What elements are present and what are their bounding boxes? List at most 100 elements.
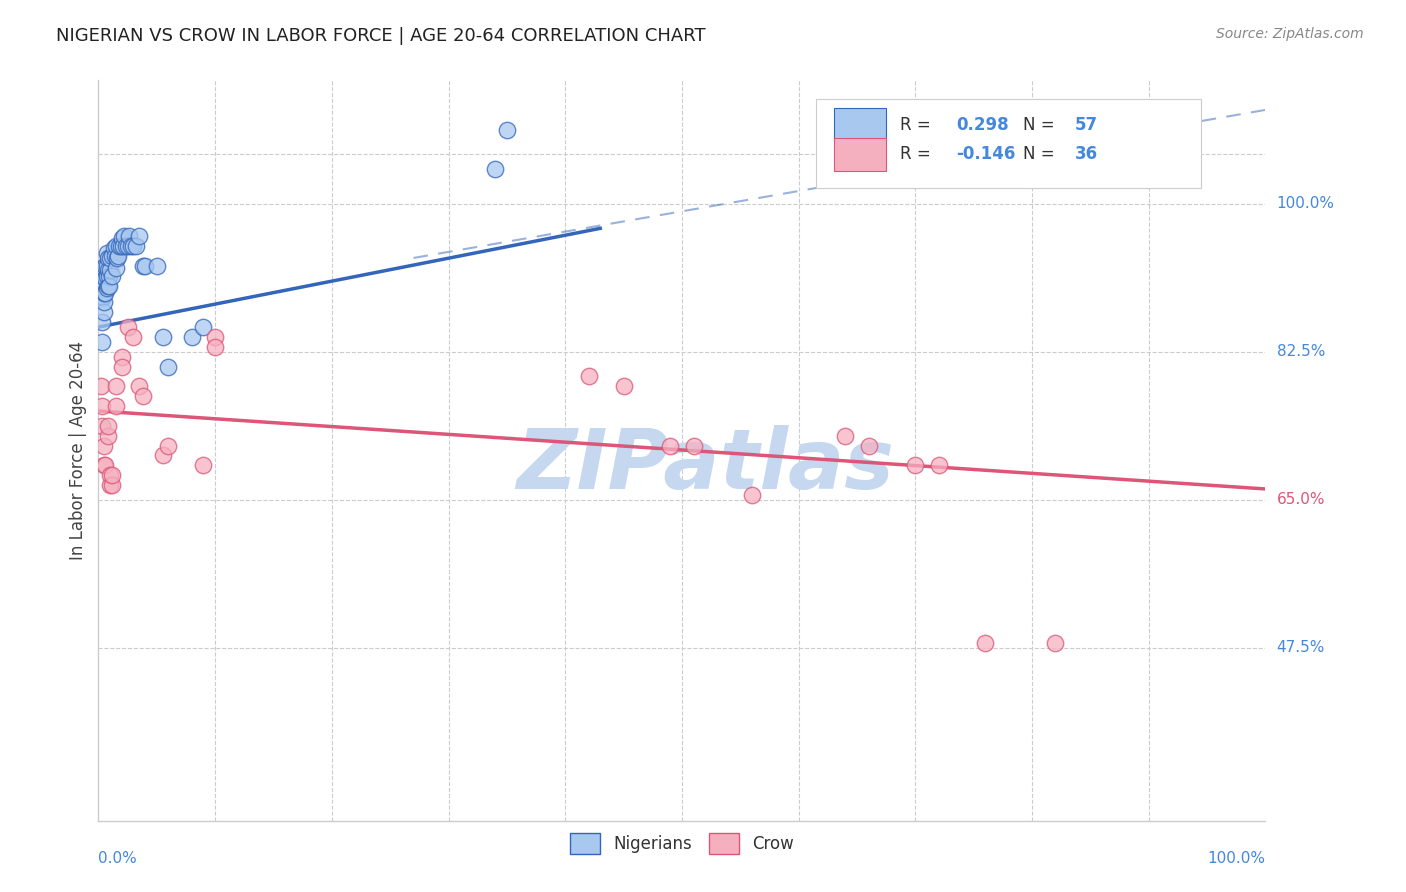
Point [122,330,145,344]
Point [101,268,124,283]
Point [111,231,134,245]
Point [111,239,134,253]
Point [682,438,704,452]
Point [91,276,114,290]
Point [1045,636,1067,650]
Point [104,260,127,275]
Point [111,359,134,374]
Point [97,251,120,265]
Legend: Nigerians, Crow: Nigerians, Crow [564,827,800,861]
Text: 65.0%: 65.0% [1277,492,1324,508]
Point [104,379,127,393]
Point [90,260,112,275]
Text: 100.0%: 100.0% [1208,851,1265,866]
Point [97,428,120,442]
Text: N =: N = [1022,145,1060,163]
Point [157,438,180,452]
Point [101,249,124,263]
Text: ZIPatlas: ZIPatlas [516,425,894,506]
Point [104,239,127,253]
Point [152,330,174,344]
Point [97,268,120,283]
Point [659,438,682,452]
Point [90,270,112,285]
Point [834,428,856,442]
Point [94,270,117,285]
Point [97,418,120,433]
Point [90,379,112,393]
Text: 36: 36 [1076,145,1098,163]
Point [111,350,134,364]
Point [134,259,156,273]
Point [96,268,118,283]
Point [91,290,114,304]
Point [180,330,202,344]
Point [204,330,226,344]
Point [98,468,121,483]
Text: 0.0%: 0.0% [98,851,138,866]
Point [125,239,148,253]
FancyBboxPatch shape [834,108,886,141]
Point [974,636,997,650]
Point [108,239,131,253]
Text: R =: R = [900,116,936,134]
Point [93,285,115,300]
Point [157,359,180,374]
Point [91,266,114,280]
Point [90,418,112,433]
Point [105,251,128,265]
Point [90,399,112,413]
Point [104,249,127,263]
Point [858,438,880,452]
Point [93,438,115,452]
Point [110,239,132,253]
Text: NIGERIAN VS CROW IN LABOR FORCE | AGE 20-64 CORRELATION CHART: NIGERIAN VS CROW IN LABOR FORCE | AGE 20… [56,27,706,45]
Point [120,239,142,253]
Point [128,379,150,393]
Point [132,389,155,403]
Point [103,241,125,255]
Text: 82.5%: 82.5% [1277,344,1324,359]
Point [94,458,117,473]
Point [613,379,636,393]
Point [90,290,112,304]
FancyBboxPatch shape [815,99,1201,187]
Point [101,478,124,492]
Point [496,122,519,136]
Point [193,320,215,334]
Y-axis label: In Labor Force | Age 20-64: In Labor Force | Age 20-64 [69,341,87,560]
Point [107,249,129,263]
Point [152,449,174,463]
Point [93,260,115,275]
Point [97,262,120,277]
Text: 47.5%: 47.5% [1277,640,1324,656]
Point [128,229,150,244]
Point [97,278,120,293]
Point [96,280,118,294]
Point [904,458,927,473]
Point [96,246,118,260]
Point [741,488,763,502]
Point [93,295,115,310]
Text: 100.0%: 100.0% [1277,196,1334,211]
Point [115,239,138,253]
Point [117,239,139,253]
Text: 57: 57 [1076,116,1098,134]
Point [132,259,155,273]
Point [122,239,145,253]
Point [928,458,950,473]
Point [93,458,115,473]
Point [193,458,215,473]
Text: -0.146: -0.146 [956,145,1015,163]
Point [93,280,115,294]
Point [98,478,121,492]
Point [117,320,139,334]
Point [94,259,117,273]
Point [90,280,112,294]
FancyBboxPatch shape [834,137,886,171]
Point [484,162,506,177]
Point [112,229,135,244]
Point [101,468,124,483]
Point [94,285,117,300]
Text: 0.298: 0.298 [956,116,1008,134]
